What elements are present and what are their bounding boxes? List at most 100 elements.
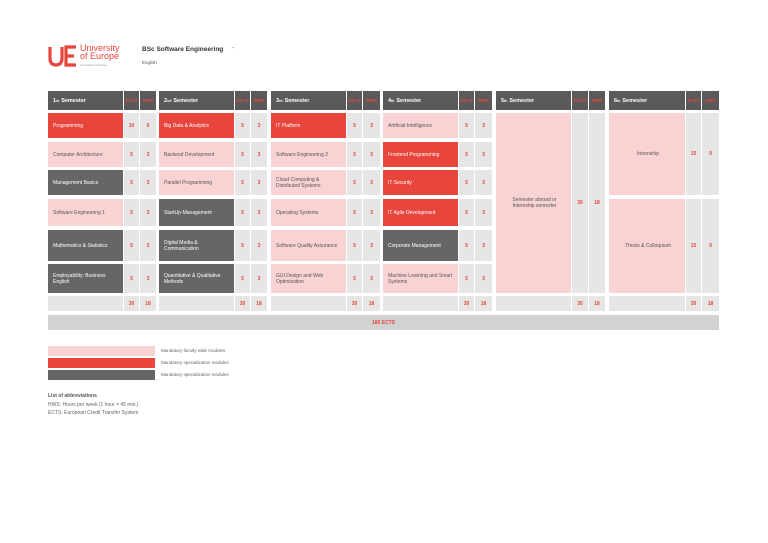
cell-text: 5 — [241, 209, 244, 216]
cell-text: GUI Design and Web Optimization — [276, 272, 324, 285]
cell-text: 3 — [257, 242, 261, 249]
cell-text: 18 — [480, 300, 487, 307]
cell-text: 3 — [257, 275, 261, 282]
semester-total-spacer — [609, 296, 685, 311]
module-ects: 5 — [235, 113, 250, 138]
cell-text: Corporate Management — [388, 242, 441, 249]
module-ects: 5 — [124, 142, 139, 167]
cell-text: 30 — [239, 300, 246, 307]
cell-text: IT Security — [388, 179, 412, 186]
module-cell: Programming — [48, 113, 123, 138]
cell-text: HWS — [478, 97, 489, 103]
cell-text: Parallel Programming — [164, 179, 213, 186]
semester-number: 1 — [53, 97, 57, 104]
semester-6-block: Internship — [609, 113, 685, 195]
cell-text: 3 — [146, 275, 150, 282]
cell-text: HWS — [142, 97, 154, 103]
semester-total-hws: 18 — [140, 296, 156, 311]
cell-text: 5 — [241, 122, 244, 129]
cell-text: Employability: Business English — [53, 272, 106, 285]
semester-total-spacer — [496, 296, 571, 311]
cell-text: ECTS — [460, 97, 473, 103]
cell-text: 5 — [353, 275, 356, 282]
cell-text: Artificial Intelligence — [388, 122, 433, 129]
cell-text: StartUp-Management — [164, 209, 212, 216]
legend-swatch — [48, 346, 155, 356]
cell-text: Internship — [637, 151, 659, 157]
cell-text: 30 — [690, 300, 697, 307]
semester-total-ects: 30 — [572, 296, 588, 311]
block-hws: 18 — [589, 113, 605, 293]
cell-text: Thesis & Colloquium — [625, 243, 671, 249]
semester-total-hws: 18 — [475, 296, 492, 311]
cell-text: 180 ECTS — [371, 319, 396, 326]
module-ects: 10 — [124, 113, 139, 138]
module-hws: 3 — [363, 170, 380, 195]
module-hws: 6 — [140, 113, 156, 138]
program-dash: - — [232, 45, 235, 52]
module-ects: 5 — [459, 230, 474, 261]
abbreviation-hws: HWS: Hours per week (1 hour = 45 min.) — [48, 402, 139, 408]
ects-column-header: ECTS — [686, 91, 701, 110]
module-hws: 3 — [140, 170, 156, 195]
cell-text: Software Engineering 1 — [53, 209, 105, 216]
cell-text: 18 — [368, 300, 375, 307]
semester-total-spacer — [271, 296, 346, 311]
semester-number: 6 — [614, 97, 618, 104]
module-cell: Cloud Computing & Distributed Systems — [271, 170, 346, 195]
module-cell: Corporate Management — [383, 230, 458, 261]
module-ects: 5 — [347, 230, 362, 261]
semester-total-ects: 30 — [686, 296, 701, 311]
module-hws: 3 — [140, 264, 156, 293]
block-ects: 30 — [572, 113, 588, 293]
cell-text: 3 — [370, 151, 373, 158]
module-cell: Operating Systems — [271, 199, 346, 226]
abbreviation-ects: ECTS: European Credit Transfer System — [48, 410, 139, 416]
module-ects: 5 — [459, 199, 474, 226]
semester-number: 4 — [388, 97, 392, 104]
cell-text: 3 — [482, 122, 485, 129]
cell-text: ECTS — [348, 97, 361, 103]
cell-text: 5 — [241, 179, 244, 186]
cell-text: 30 — [128, 300, 135, 307]
cell-text: 3 — [257, 209, 261, 216]
ects-column-header: ECTS — [124, 91, 139, 110]
cell-text: 5 — [241, 242, 244, 249]
semester-number: 5 — [501, 97, 505, 104]
cell-text: 3 — [146, 179, 150, 186]
cell-text: Digital Media & Communication — [164, 239, 199, 252]
cell-text: 3 — [257, 179, 261, 186]
cell-text: IT Platform — [276, 122, 301, 129]
hws-column-header: HWS — [363, 91, 380, 110]
cell-text: 5 — [130, 151, 133, 158]
semester-total-hws: 18 — [363, 296, 380, 311]
module-cell: Frontend Programming — [383, 142, 458, 167]
cell-text: Computer Architecture — [53, 151, 103, 158]
module-ects: 5 — [459, 170, 474, 195]
semester-total-ects: 30 — [124, 296, 139, 311]
module-hws: 3 — [363, 199, 380, 226]
semester-number: 2 — [164, 97, 168, 104]
module-hws: 3 — [475, 113, 492, 138]
cell-text: Semester abroad or Internship semester — [512, 197, 557, 209]
cell-text: 3 — [370, 179, 373, 186]
module-hws: 3 — [251, 142, 267, 167]
cell-text: 18 — [594, 200, 600, 206]
module-cell: IT Platform — [271, 113, 346, 138]
cell-text: 6 — [146, 122, 150, 129]
module-hws: 3 — [363, 113, 380, 138]
cell-text: 5 — [353, 242, 356, 249]
cell-text: HWS — [705, 97, 716, 103]
cell-text: 3 — [146, 151, 150, 158]
cell-text: IT Agile Development — [388, 209, 436, 216]
cell-text: ECTS — [573, 97, 586, 103]
module-cell: Software Engineering 2 — [271, 142, 346, 167]
block-ects: 15 — [686, 113, 701, 195]
module-hws: 3 — [140, 230, 156, 261]
cell-text: 10 — [128, 122, 135, 129]
module-hws: 3 — [475, 264, 492, 293]
logo-line1: University — [80, 43, 120, 53]
